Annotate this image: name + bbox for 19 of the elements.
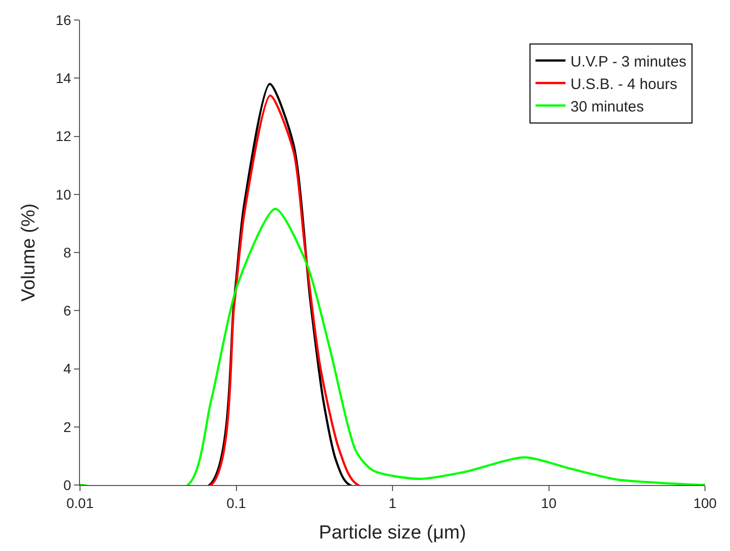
y-tick-label: 14 xyxy=(56,70,72,86)
y-tick-label: 6 xyxy=(63,302,72,319)
y-tick-label: 2 xyxy=(63,418,72,435)
y-tick-label: 0 xyxy=(63,476,72,493)
y-tick-label: 10 xyxy=(56,186,72,202)
x-tick-label: 0.01 xyxy=(66,494,94,511)
x-axis-title: Particle size (μm) xyxy=(318,522,466,544)
legend-label: U.V.P - 3 minutes xyxy=(570,53,686,70)
y-tick-label: 4 xyxy=(63,360,72,377)
x-tick-label: 0.1 xyxy=(226,494,246,511)
legend-label: U.S.B. - 4 hours xyxy=(570,76,678,93)
x-tick-label: 10 xyxy=(540,494,557,511)
legend-label: 30 minutes xyxy=(570,98,644,116)
x-tick-label: 100 xyxy=(693,494,717,511)
y-tick-label: 16 xyxy=(56,12,72,28)
y-tick-label: 12 xyxy=(56,128,72,144)
y-axis-title: Volume (%) xyxy=(18,203,40,302)
y-tick-label: 8 xyxy=(63,244,72,260)
x-tick-label: 1 xyxy=(388,494,397,511)
